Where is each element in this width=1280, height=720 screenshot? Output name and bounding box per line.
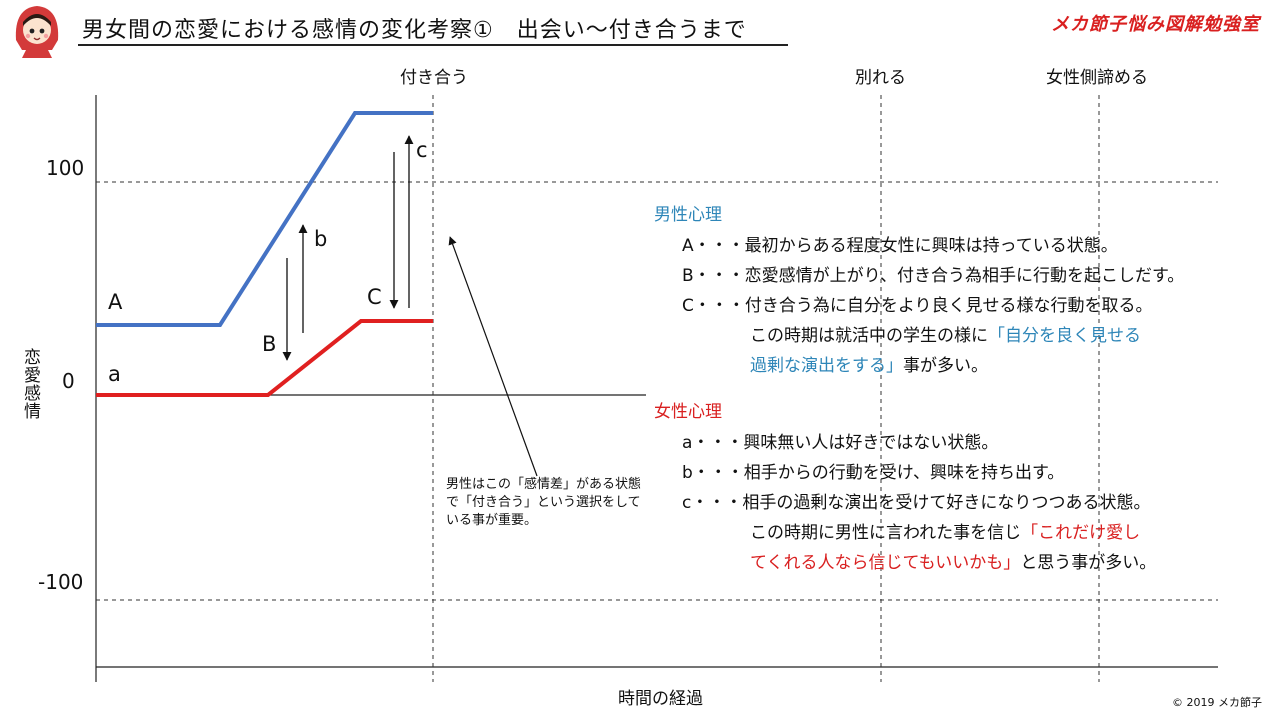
female-cont1-text: この時期に男性に言われた事を信じ (750, 523, 1022, 543)
label-C: C (367, 285, 382, 309)
label-c: c (416, 138, 428, 162)
female-cont2-text: と思う事が多い。 (1020, 553, 1157, 573)
label-A: A (108, 290, 123, 314)
annotation-pointer-arrow (448, 236, 538, 477)
female-item-c: c・・・相手の過剰な演出を受けて好きになりつつある状態。 (682, 493, 1151, 513)
male-cont1-text: この時期は就活中の学生の様に (750, 326, 988, 346)
female-item-c-cont2: てくれる人なら信じてもいいかも」と思う事が多い。 (750, 548, 1156, 578)
y-tick-100: 100 (46, 156, 85, 180)
y-tick-0: 0 (62, 369, 75, 393)
male-item-A: A・・・最初からある程度女性に興味は持っている状態。 (682, 236, 1118, 256)
male-emotion-line (96, 111, 433, 327)
female-cont1-highlight: 「これだけ愛し (1021, 523, 1141, 543)
female-item-c-cont1: この時期に男性に言われた事を信じ「これだけ愛し (750, 518, 1156, 548)
male-item-B: B・・・恋愛感情が上がり、付き合う為相手に行動を起こしだす。 (682, 266, 1185, 286)
brand-logo-text: メカ節子悩み図解勉強室 (1051, 14, 1260, 35)
title-underline (78, 44, 788, 46)
female-emotion-line (96, 319, 433, 397)
label-a: a (108, 362, 121, 386)
y-tick-minus-100: -100 (38, 570, 84, 594)
male-cont1-highlight: 「自分を良く見せる (988, 326, 1141, 346)
label-b: b (314, 227, 328, 251)
column-label-wakareru: 別れる (855, 68, 906, 88)
annotation-text: 男性はこの「感情差」がある状態で「付き合う」という選択をしている事が重要。 (446, 477, 642, 528)
column-label-akirameru: 女性側諦める (1046, 68, 1148, 88)
female-psychology-panel: 女性心理 a・・・興味無い人は好きではない状態。 b・・・相手からの行動を受け、… (654, 397, 1156, 578)
copyright-text: © 2019 メカ節子 (1172, 696, 1262, 709)
red-hood-girl-icon (15, 6, 59, 58)
male-item-C-cont1: この時期は就活中の学生の様に「自分を良く見せる (750, 321, 1184, 351)
page-title: 男女間の恋愛における感情の変化考察① 出会い～付き合うまで (82, 18, 747, 43)
male-psychology-panel: 男性心理 A・・・最初からある程度女性に興味は持っている状態。 B・・・恋愛感情… (654, 200, 1184, 381)
male-item-C: C・・・付き合う為に自分をより良く見せる様な行動を取る。 (682, 296, 1153, 316)
female-item-b: b・・・相手からの行動を受け、興味を持ち出す。 (682, 463, 1065, 483)
y-axis-title: 恋愛感情 (20, 348, 40, 420)
male-item-C-cont2: 過剰な演出をする」事が多い。 (750, 351, 1184, 381)
female-cont2-highlight: てくれる人なら信じてもいいかも」 (750, 553, 1021, 573)
label-B: B (262, 332, 277, 356)
male-cont2-highlight: 過剰な演出をする」 (750, 356, 903, 376)
female-heading: 女性心理 (654, 402, 722, 422)
male-heading: 男性心理 (654, 205, 722, 225)
male-cont2-text: 事が多い。 (903, 356, 988, 376)
x-axis-title: 時間の経過 (618, 689, 703, 709)
female-item-a: a・・・興味無い人は好きではない状態。 (682, 433, 999, 453)
column-label-tsukiau: 付き合う (400, 68, 468, 88)
